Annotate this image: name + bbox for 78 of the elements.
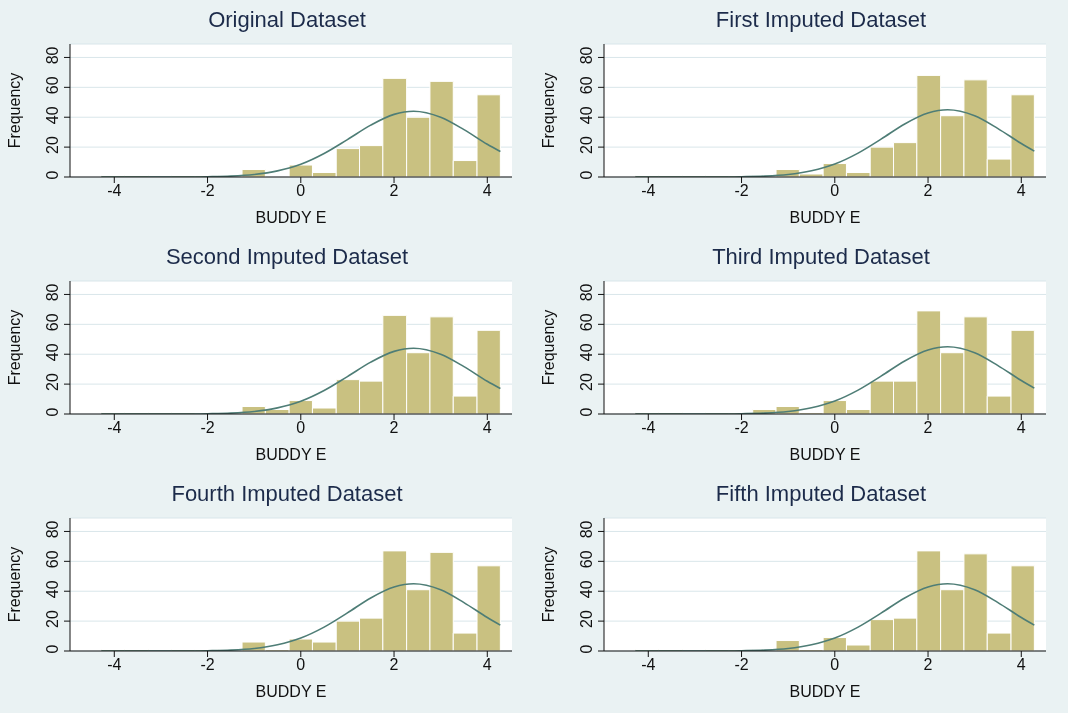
chart-title: Third Imputed Dataset — [711, 243, 931, 271]
x-tick-label: 4 — [482, 182, 492, 200]
y-tick-label: 40 — [44, 343, 61, 362]
x-tick-label: 2 — [923, 656, 933, 674]
x-axis-title: BUDDY E — [255, 446, 327, 463]
y-tick-label: 60 — [578, 550, 595, 569]
x-tick-label: 2 — [389, 419, 399, 437]
x-tick-label: 2 — [923, 182, 933, 200]
y-tick-label: 0 — [44, 407, 61, 417]
y-axis-title: Frequency — [539, 546, 557, 623]
y-tick-label: 40 — [578, 106, 595, 125]
x-tick-label: 0 — [296, 419, 306, 437]
x-tick-label: 4 — [482, 419, 492, 437]
y-tick-label: 0 — [578, 407, 595, 417]
x-tick-label: -2 — [200, 182, 215, 200]
y-tick-label: 60 — [578, 76, 595, 95]
x-tick-label: -2 — [734, 182, 749, 200]
x-axis-title: BUDDY E — [789, 446, 861, 463]
y-tick-label: 20 — [44, 136, 61, 155]
y-axis-title: Frequency — [5, 546, 23, 623]
y-tick-label: 20 — [44, 373, 61, 392]
y-axis-title: Frequency — [5, 72, 23, 149]
x-tick-label: 4 — [1016, 182, 1026, 200]
y-tick-label: 20 — [578, 610, 595, 629]
x-tick-label: 2 — [923, 419, 933, 437]
x-axis-title: BUDDY E — [255, 683, 327, 700]
y-tick-label: 40 — [44, 106, 61, 125]
y-tick-label: 80 — [44, 46, 61, 65]
x-tick-label: 2 — [389, 182, 399, 200]
x-axis-title: BUDDY E — [789, 209, 861, 226]
y-tick-label: 60 — [44, 550, 61, 569]
chart-title: First Imputed Dataset — [714, 6, 928, 34]
x-tick-label: 4 — [1016, 419, 1026, 437]
y-tick-label: 80 — [578, 283, 595, 302]
x-tick-label: 0 — [830, 419, 840, 437]
x-tick-label: 4 — [482, 656, 492, 674]
x-tick-label: 0 — [830, 182, 840, 200]
x-tick-label: -4 — [641, 182, 656, 200]
x-tick-label: -4 — [107, 182, 122, 200]
x-axis-title: BUDDY E — [255, 209, 327, 226]
x-tick-label: -2 — [200, 656, 215, 674]
y-tick-label: 40 — [578, 580, 595, 599]
y-tick-label: 0 — [578, 170, 595, 180]
x-tick-label: -2 — [734, 656, 749, 674]
chart-title: Fifth Imputed Dataset — [714, 480, 928, 508]
x-tick-label: -4 — [107, 419, 122, 437]
y-tick-label: 20 — [578, 373, 595, 392]
y-tick-label: 80 — [578, 520, 595, 539]
y-tick-label: 40 — [44, 580, 61, 599]
chart-title: Original Dataset — [207, 6, 367, 34]
y-tick-label: 0 — [44, 644, 61, 654]
y-tick-label: 0 — [44, 170, 61, 180]
x-tick-label: 0 — [296, 656, 306, 674]
x-tick-label: 4 — [1016, 656, 1026, 674]
y-tick-label: 80 — [578, 46, 595, 65]
chart-title: Second Imputed Dataset — [164, 243, 410, 271]
y-tick-label: 80 — [44, 520, 61, 539]
x-tick-label: -2 — [200, 419, 215, 437]
x-tick-label: -4 — [107, 656, 122, 674]
y-axis-title: Frequency — [539, 309, 557, 386]
x-tick-label: -4 — [641, 656, 656, 674]
y-axis-title: Frequency — [539, 72, 557, 149]
x-axis-title: BUDDY E — [789, 683, 861, 700]
y-tick-label: 60 — [578, 313, 595, 332]
y-tick-label: 40 — [578, 343, 595, 362]
x-tick-label: -2 — [734, 419, 749, 437]
y-tick-label: 20 — [44, 610, 61, 629]
x-tick-label: 0 — [830, 656, 840, 674]
y-tick-label: 20 — [578, 136, 595, 155]
x-tick-label: -4 — [641, 419, 656, 437]
y-tick-label: 60 — [44, 313, 61, 332]
y-axis-title: Frequency — [5, 309, 23, 386]
y-tick-label: 80 — [44, 283, 61, 302]
y-tick-label: 60 — [44, 76, 61, 95]
x-tick-label: 2 — [389, 656, 399, 674]
chart-title: Fourth Imputed Dataset — [170, 480, 404, 508]
y-tick-label: 0 — [578, 644, 595, 654]
x-tick-label: 0 — [296, 182, 306, 200]
